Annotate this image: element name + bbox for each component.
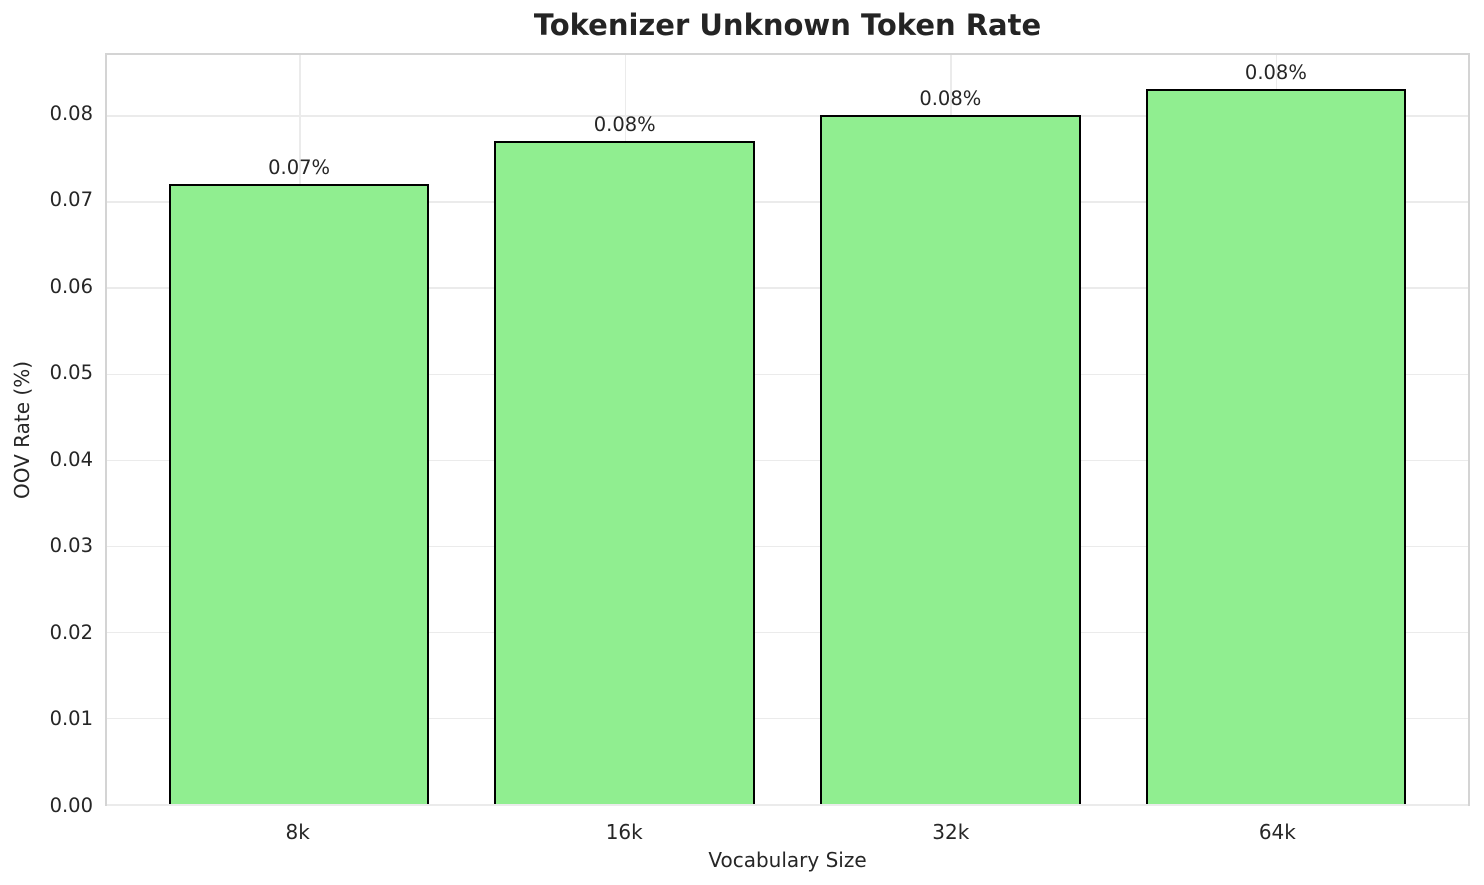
x-tick-label: 32k: [932, 820, 970, 844]
h-gridline: [107, 287, 1468, 289]
x-tick-label: 8k: [285, 820, 310, 844]
h-gridline: [107, 115, 1468, 117]
bar-32k: [820, 115, 1081, 804]
y-tick-label: 0.03: [49, 534, 93, 558]
h-gridline: [107, 631, 1468, 634]
h-gridline: [107, 373, 1468, 376]
x-axis-label: Vocabulary Size: [708, 848, 867, 872]
bar-value-label: 0.08%: [1244, 61, 1307, 85]
y-tick-label: 0.07: [49, 188, 93, 212]
x-tick-label: 64k: [1258, 820, 1296, 844]
y-tick-label: 0.00: [49, 794, 93, 817]
y-tick-label: 0.04: [49, 447, 93, 471]
bar-value-label: 0.07%: [268, 156, 331, 180]
h-gridline: [107, 459, 1468, 462]
h-gridline: [107, 717, 1468, 720]
bar-64k: [1145, 89, 1407, 804]
y-tick-label: 0.08: [49, 101, 93, 125]
bar-value-label: 0.08%: [593, 113, 656, 137]
y-tick-label: 0.05: [49, 361, 93, 385]
chart-title: Tokenizer Unknown Token Rate: [533, 8, 1042, 42]
y-tick-label: 0.02: [49, 620, 93, 644]
h-gridline: [107, 804, 1468, 806]
x-tick-label: 16k: [605, 820, 643, 844]
h-gridline: [107, 201, 1468, 203]
y-tick-label: 0.06: [49, 274, 93, 298]
plot-area: 0.07% 0.08% 0.08% 0.08%: [105, 53, 1470, 806]
bar-8k: [168, 184, 430, 804]
h-gridline: [107, 545, 1468, 548]
bar-16k: [494, 141, 755, 804]
bar-value-label: 0.08%: [919, 87, 982, 111]
y-tick-label: 0.01: [49, 707, 93, 731]
